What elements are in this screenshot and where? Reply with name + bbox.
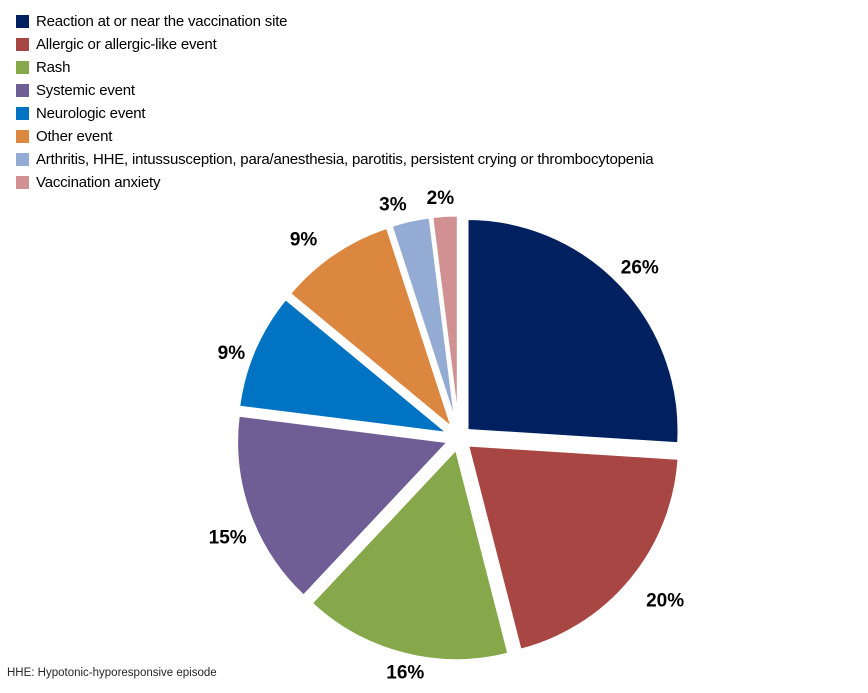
legend-item-2: Allergic or allergic-like event (16, 33, 653, 56)
legend-swatch-icon (16, 84, 29, 97)
footnote: HHE: Hypotonic-hyporesponsive episode (7, 667, 217, 679)
legend-swatch-icon (16, 107, 29, 120)
pie-slice-3 (309, 445, 511, 663)
pie-slice-4 (235, 413, 452, 599)
legend-item-label: Reaction at or near the vaccination site (36, 13, 288, 30)
legend-item-4: Systemic event (16, 79, 653, 102)
slice-percent-label-5: 9% (218, 343, 246, 364)
legend-swatch-icon (16, 15, 29, 28)
legend-item-label: Arthritis, HHE, intussusception, para/an… (36, 151, 654, 168)
legend-swatch-icon (16, 153, 29, 166)
legend-swatch-icon (16, 176, 29, 189)
pie-slice-7 (389, 215, 459, 428)
legend-item-label: Vaccination anxiety (36, 174, 161, 191)
legend-item-label: Systemic event (36, 82, 135, 99)
pie-slice-1 (465, 216, 681, 446)
legend-item-label: Neurologic event (36, 105, 146, 122)
slice-percent-label-6: 9% (290, 229, 318, 250)
pie-slice-5 (236, 296, 454, 436)
pie-slice-8 (430, 213, 460, 428)
legend-swatch-icon (16, 38, 29, 51)
pie-slice-2 (465, 443, 681, 653)
pie-slice-6 (287, 225, 456, 434)
legend-item-label: Other event (36, 128, 113, 145)
legend: Reaction at or near the vaccination site… (16, 10, 654, 194)
legend-item-7: Arthritis, HHE, intussusception, para/an… (16, 148, 654, 171)
legend-swatch-icon (16, 61, 29, 74)
legend-item-5: Neurologic event (16, 102, 653, 125)
legend-item-6: Other event (16, 125, 653, 148)
slice-percent-label-4: 15% (209, 528, 247, 549)
slice-percent-label-2: 20% (646, 591, 684, 612)
slice-percent-label-8: 2% (427, 188, 455, 209)
legend-item-8: Vaccination anxiety (16, 171, 653, 194)
slice-percent-label-7: 3% (379, 195, 407, 216)
legend-swatch-icon (16, 130, 29, 143)
legend-item-3: Rash (16, 56, 653, 79)
legend-item-label: Rash (36, 59, 71, 76)
legend-item-label: Allergic or allergic-like event (36, 36, 217, 53)
slice-percent-label-3: 16% (386, 663, 424, 684)
legend-item-1: Reaction at or near the vaccination site (16, 10, 653, 33)
slice-percent-label-1: 26% (621, 258, 659, 279)
